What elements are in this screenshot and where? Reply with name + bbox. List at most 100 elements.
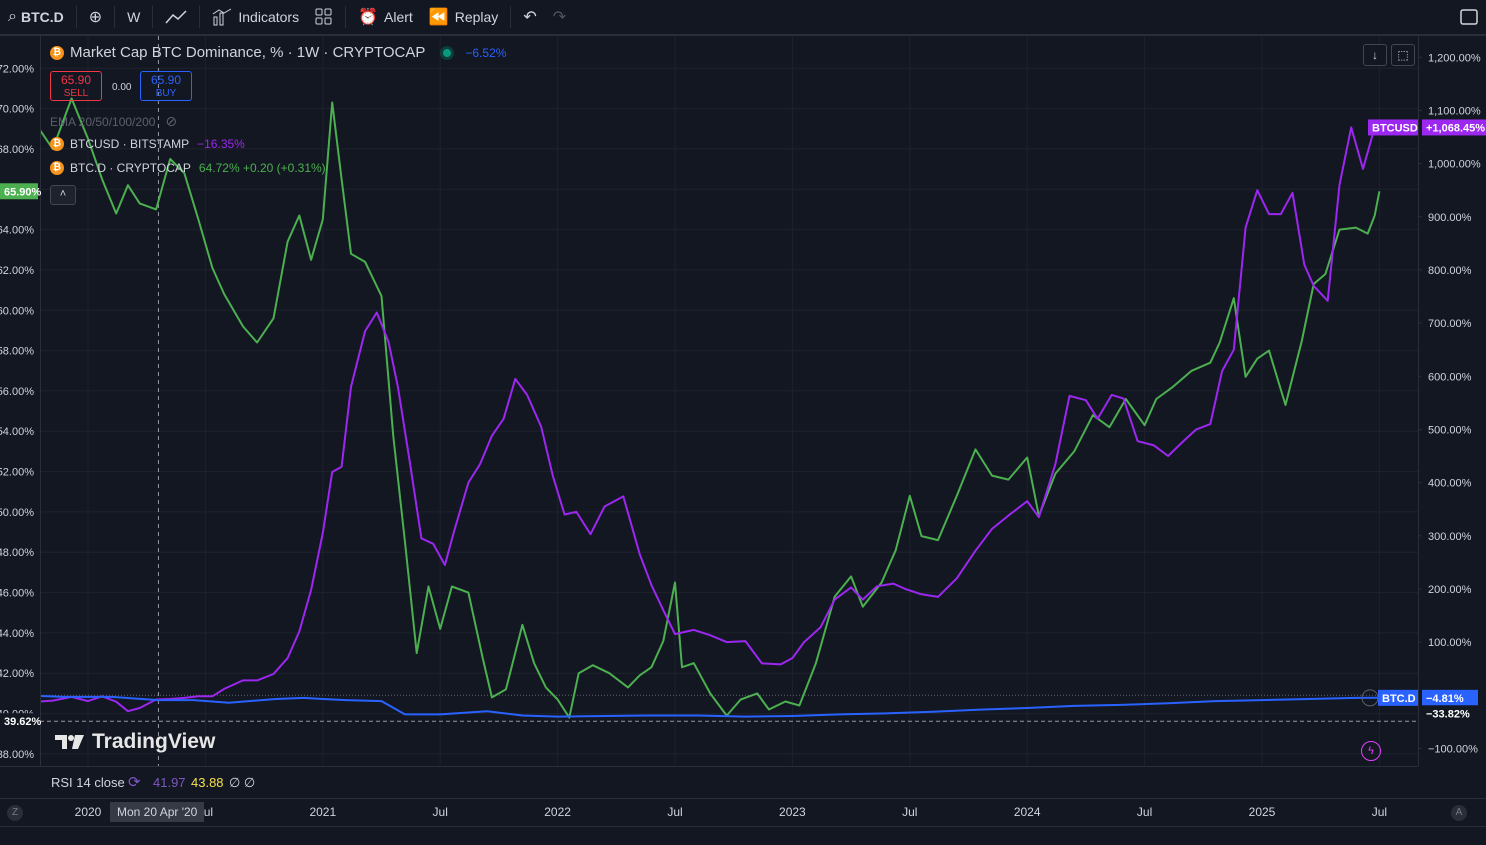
x-tick-label: 2023 (779, 805, 806, 819)
right-axis-tick-label: 1,000.00% (1428, 159, 1481, 171)
alert-button[interactable]: ⏰ Alert (350, 0, 421, 34)
btcd-value-tag: −4.81% (1422, 689, 1478, 706)
x-tick-label: Jul (667, 805, 683, 819)
undo-button[interactable]: ↶ (515, 0, 544, 34)
tradingview-logo[interactable]: TradingView (54, 730, 215, 754)
toolbar-divider (345, 6, 347, 28)
low-value-tag-text: −33.82% (1426, 708, 1470, 720)
replay-label: Replay (454, 9, 499, 25)
left-axis-tick-label: 72.00% (0, 63, 34, 75)
series-layer (19, 97, 1381, 719)
left-low-tag: 39.62% (0, 713, 42, 730)
compare-button[interactable]: ⊕ (81, 0, 110, 34)
eye-off-icon[interactable]: ⊘ (165, 113, 178, 129)
btcusd-series-tag-background (1368, 119, 1418, 136)
indicators-icon (213, 8, 232, 26)
chart-area[interactable]: 72.00%70.00%68.00%66.00%64.00%62.00%60.0… (0, 36, 1486, 766)
x-tick-label: Jul (1371, 805, 1388, 819)
timezone-button[interactable]: Z (7, 805, 23, 821)
right-axis-tick-label: 1,100.00% (1428, 105, 1481, 117)
btcusd-change: −16.35% (197, 137, 245, 151)
toolbar-divider (114, 6, 116, 28)
sell-label: SELL (63, 88, 89, 99)
left-axis-tick-label: 64.00% (0, 225, 34, 237)
rsi-value: 41.97 (153, 775, 186, 790)
left-axis-tick-label: 44.00% (0, 628, 34, 640)
crosshair-date-label: Mon 20 Apr '20 (110, 802, 205, 822)
right-axis-tick-label: −100.00% (1428, 743, 1478, 755)
btcd-legend[interactable]: ₿ BTC.D · CRYPTOCAP 64.72% +0.20 (+0.31%… (50, 161, 326, 175)
templates-button[interactable] (307, 0, 341, 34)
series-line-btc-d (19, 97, 1381, 719)
left-axis-tick-label: 48.00% (0, 547, 34, 559)
sell-button[interactable]: 65.90 SELL (50, 71, 102, 101)
x-tick-label: 2024 (1013, 805, 1041, 819)
btcd-value-tag-text: −4.81% (1426, 693, 1464, 705)
spread-value: 0.00 (112, 82, 132, 93)
grid-lines (40, 36, 1418, 766)
left-axis-tick-label: 54.00% (0, 426, 34, 438)
buy-button[interactable]: 65.90 BUY (140, 71, 192, 101)
right-axis-tick-label: 400.00% (1428, 478, 1472, 490)
left-axis-tick-label: 62.00% (0, 265, 34, 277)
left-axis-tick-label: 70.00% (0, 104, 34, 116)
btcusd-name: BTCUSD · BITSTAMP (70, 137, 190, 151)
search-icon: ⌕ (8, 8, 17, 25)
left-axis-tick-label: 52.00% (0, 467, 34, 479)
interval-button[interactable]: W (127, 9, 141, 25)
left-low-tag-text: 39.62% (4, 716, 42, 728)
right-axis-tick-label: 100.00% (1428, 637, 1472, 649)
redo-button[interactable]: ↷ (545, 0, 574, 34)
scroll-to-latest-button[interactable]: ↓ (1363, 44, 1387, 66)
main-series-legend[interactable]: ₿ Market Cap BTC Dominance, % · 1W · CRY… (50, 44, 506, 61)
x-tick-label: 2021 (309, 805, 337, 819)
tradingview-logo-icon (55, 735, 84, 749)
layout-button[interactable] (1452, 0, 1486, 34)
price-chart[interactable]: 72.00%70.00%68.00%66.00%64.00%62.00%60.0… (0, 36, 1486, 766)
fullscreen-button[interactable]: ⬚ (1391, 44, 1415, 66)
redo-icon: ↷ (552, 9, 567, 26)
x-tick-label: 2025 (1248, 805, 1276, 819)
btcd-series-tag-text: BTC.D (1382, 693, 1416, 705)
chevron-up-icon: ˄ (59, 188, 67, 200)
btcusd-series-tag: BTCUSD (1368, 119, 1418, 136)
low-value-tag-background (1422, 705, 1480, 722)
left-current-tag-background (0, 183, 38, 200)
left-axis-tick-label: 38.00% (0, 749, 34, 761)
btcusd-value-tag: +1,068.45% (1422, 119, 1486, 136)
left-current-tag-text: 65.90% (4, 186, 42, 198)
btcd-value-tag-background (1422, 689, 1478, 706)
replay-button[interactable]: ⏪ Replay (421, 0, 507, 34)
alert-label: Alert (384, 9, 413, 25)
sell-price: 65.90 (60, 73, 92, 87)
x-tick-label: 2022 (544, 805, 571, 819)
bitcoin-icon: ₿ (50, 45, 64, 60)
arrow-down-icon: ↓ (1372, 48, 1378, 62)
chart-type-button[interactable] (157, 0, 195, 34)
series-line-btcusd (19, 126, 1376, 713)
rsi-empty-values: ∅ ∅ (229, 775, 256, 790)
left-axis-tick-label: 58.00% (0, 346, 34, 358)
right-axis-tick-label: 700.00% (1428, 318, 1472, 330)
grid-icon (315, 8, 332, 25)
rsi-pane[interactable]: RSI 14 close ⟳ 41.97 43.88 ∅ ∅ (0, 766, 1418, 799)
time-axis[interactable]: Z 2020 Jul 2021 Jul 2022 Jul 2023 Jul 2024 Jul 202… (0, 798, 1486, 827)
ema-legend[interactable]: EMA 20/50/100/200 ⊘ (50, 113, 177, 130)
tradingview-wordmark: TradingView (92, 730, 216, 753)
right-axis-tick-label: 900.00% (1428, 212, 1472, 224)
lightning-icon[interactable]: ϟ (1361, 741, 1381, 761)
symbol-search[interactable]: ⌕ BTC.D (0, 0, 72, 34)
low-value-tag: −33.82% (1422, 705, 1480, 722)
indicators-button[interactable]: Indicators (204, 0, 307, 34)
refresh-icon[interactable]: ⟳ (128, 774, 141, 791)
toolbar-divider (75, 6, 77, 28)
left-axis-background (0, 36, 40, 766)
market-status-icon (443, 48, 452, 57)
auto-scale-button[interactable]: A (1451, 805, 1467, 821)
collapse-legend-button[interactable]: ˄ (50, 185, 76, 205)
x-tick-label: Jul (432, 805, 448, 819)
btcusd-legend[interactable]: ₿ BTCUSD · BITSTAMP −16.35% (50, 137, 245, 151)
right-axis-tick-label: 200.00% (1428, 584, 1472, 596)
top-toolbar: ⌕ BTC.D ⊕ W Indicators ⏰ Alert ⏪ Replay … (0, 0, 1486, 36)
left-axis-tick-label: 68.00% (0, 144, 34, 156)
